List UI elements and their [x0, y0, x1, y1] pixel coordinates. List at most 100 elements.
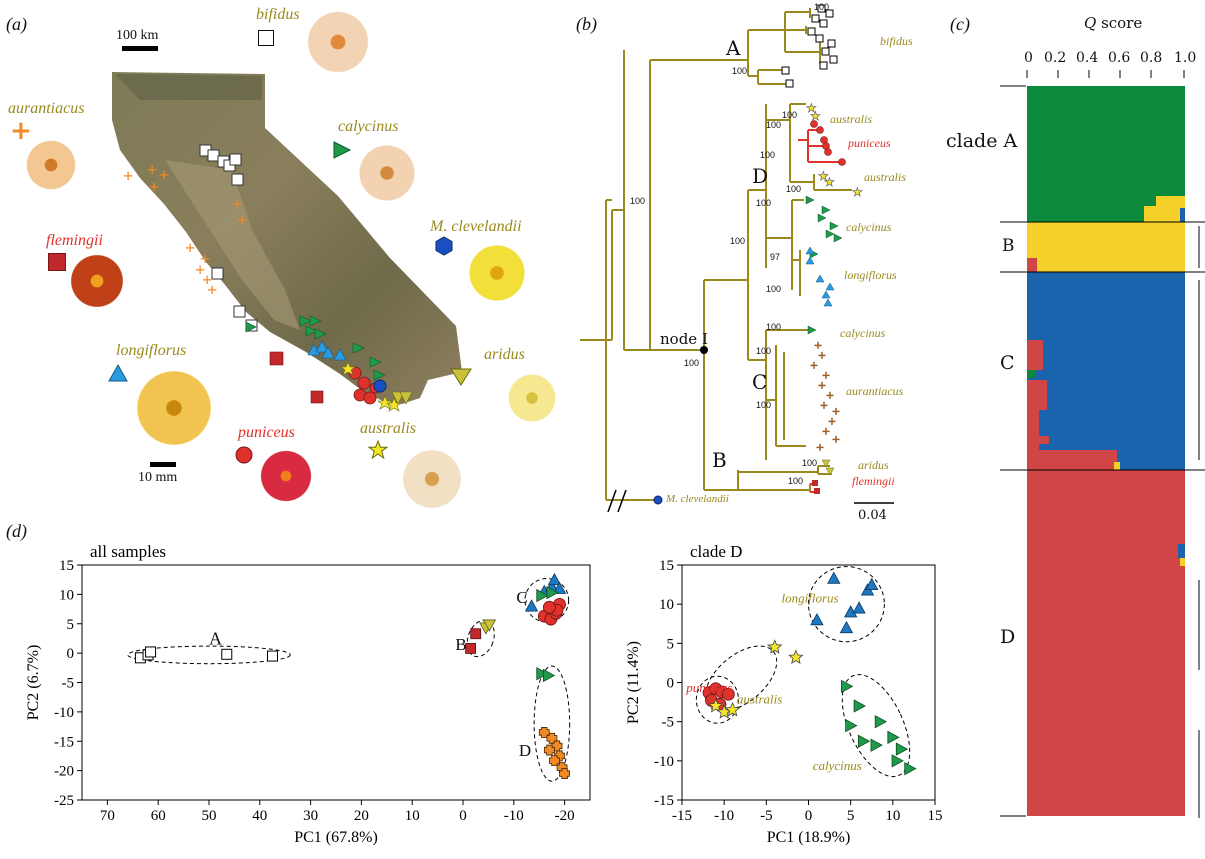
cluster-label: longiflorus: [782, 591, 839, 606]
node-I-marker: [700, 346, 708, 354]
chart-title: clade D: [690, 542, 742, 561]
y-tick-label: 10: [59, 587, 74, 603]
site-marker: [231, 173, 244, 186]
cluster-ellipse: [466, 619, 495, 658]
data-point-blue-triangle: [810, 612, 824, 626]
y-tick-label: -15: [654, 793, 674, 809]
cluster-label: C: [516, 588, 527, 607]
data-point-red-square: [465, 643, 477, 654]
flemingii-markers: [269, 351, 324, 404]
data-point-green-triangle: [891, 754, 904, 768]
score-word: score: [1096, 14, 1143, 32]
data-point-green-triangle: [536, 588, 549, 603]
aurantiacus-markers: + + + +++ +++ ++: [123, 160, 247, 300]
calycinus-label: calycinus: [338, 118, 399, 135]
cluster-label: B: [455, 635, 466, 654]
y-tick-label: -5: [662, 715, 675, 731]
svg-text:+: +: [147, 160, 157, 180]
cluster-label: D: [519, 741, 531, 760]
longiflorus-label: longiflorus: [116, 342, 187, 359]
x-tick-label: 40: [252, 808, 267, 824]
tree-clade-label-d: D: [752, 164, 769, 188]
cluster-label: puniceus: [685, 680, 732, 695]
svg-text:+: +: [207, 280, 217, 300]
calycinus-flower-photo: [354, 140, 420, 206]
cluster-label: A: [209, 628, 222, 648]
y-tick-label: -20: [54, 764, 74, 780]
data-point-green-triangle: [904, 761, 917, 776]
svg-text:★: ★: [806, 101, 817, 115]
q-block-clade-c: [1027, 272, 1185, 470]
tree-clade-label-c: C: [752, 370, 768, 394]
panel-label-d: (d): [6, 521, 27, 541]
q-block-clade-d: [1027, 470, 1185, 816]
q-tick: 0.8: [1140, 50, 1163, 66]
y-tick-label: 5: [67, 617, 75, 633]
data-point-red-circle: [542, 600, 556, 614]
y-tick-label: 0: [67, 646, 75, 662]
clevelandii-legend-icon: [435, 236, 453, 256]
structure-clade-label-a: clade A: [946, 130, 1018, 152]
svg-text:+: +: [195, 260, 205, 280]
data-point-green-triangle: [542, 668, 556, 683]
y-tick-label: 10: [659, 597, 674, 613]
bootstrap-value: 100: [782, 110, 798, 120]
panel-label-a: (a): [6, 14, 27, 34]
data-point-green-triangle: [887, 730, 900, 745]
site-marker: [229, 153, 242, 166]
scale-bar-km: 100 km: [116, 28, 159, 43]
q-tick: 0.2: [1044, 50, 1067, 66]
map-markers: + + + +++ +++ ++: [123, 144, 413, 412]
tip-label-flemingii: flemingii: [852, 474, 895, 488]
x-tick-label: -15: [672, 808, 692, 824]
structure-clade-label-d: D: [1000, 626, 1016, 648]
puniceus-legend-icon: [235, 446, 253, 464]
x-tick-label: -5: [760, 808, 773, 824]
data-point-yellow-star: [724, 701, 741, 717]
australis-markers: [340, 361, 402, 412]
cluster-ellipse: [533, 665, 571, 782]
bootstrap-value: 100: [814, 2, 830, 12]
cluster-ellipse: [524, 578, 570, 623]
y-tick-label: -15: [54, 734, 74, 750]
data-point-green-triangle: [853, 699, 866, 713]
bifidus-flower-photo: [302, 6, 374, 78]
flemingii-flower-photo: [66, 250, 128, 312]
y-tick-label: 5: [667, 636, 675, 652]
svg-text:+: +: [185, 238, 195, 258]
pca-clade-d-chart: -15 -10 -5 0 5 10 15 15 10 5 0 -5 -10 -15 clade D PC1 (…: [625, 542, 943, 846]
x-tick-label: 0: [805, 808, 813, 824]
svg-text:+: +: [826, 389, 834, 404]
data-point-green-triangle: [536, 667, 549, 681]
bootstrap-value: 100: [756, 346, 772, 356]
tip-label-longiflorus: longiflorus: [844, 268, 897, 282]
tip-label-bifidus: bifidus: [880, 34, 913, 48]
x-tick-label: 20: [354, 808, 369, 824]
calycinus-markers: [245, 315, 386, 381]
phylogenetic-tree: ★★ ★★ ★ +++ +++ + ++ +++: [580, 4, 894, 513]
data-point-red-square: [470, 628, 482, 640]
tip-label-puniceus: puniceus: [848, 136, 891, 150]
tip-label-australis: australis: [864, 170, 907, 184]
svg-text:+: +: [200, 249, 210, 269]
bootstrap-value: 100: [788, 476, 804, 486]
aridus-markers: [391, 391, 413, 405]
outgroup-marker: [653, 495, 663, 505]
q-tick: 0.4: [1076, 50, 1099, 66]
data-point-yellow-star: [767, 639, 783, 654]
svg-text:+: +: [814, 339, 822, 354]
data-point-blue-triangle: [547, 572, 562, 586]
svg-text:+: +: [832, 405, 840, 420]
data-point-green-triangle: [870, 738, 883, 752]
chart-title: all samples: [90, 542, 166, 561]
q-block-clade-b: [1027, 222, 1185, 272]
x-axis-label: PC1 (67.8%): [294, 829, 378, 846]
bootstrap-value: 100: [730, 236, 746, 246]
data-point-blue-triangle: [852, 601, 866, 614]
y-axis-label: PC2 (6.7%): [25, 645, 42, 721]
svg-text:+: +: [822, 425, 830, 440]
svg-text:+: +: [149, 177, 159, 197]
svg-text:+: +: [123, 166, 133, 186]
q-tick: 1.0: [1174, 50, 1197, 66]
y-tick-label: -10: [654, 754, 674, 770]
